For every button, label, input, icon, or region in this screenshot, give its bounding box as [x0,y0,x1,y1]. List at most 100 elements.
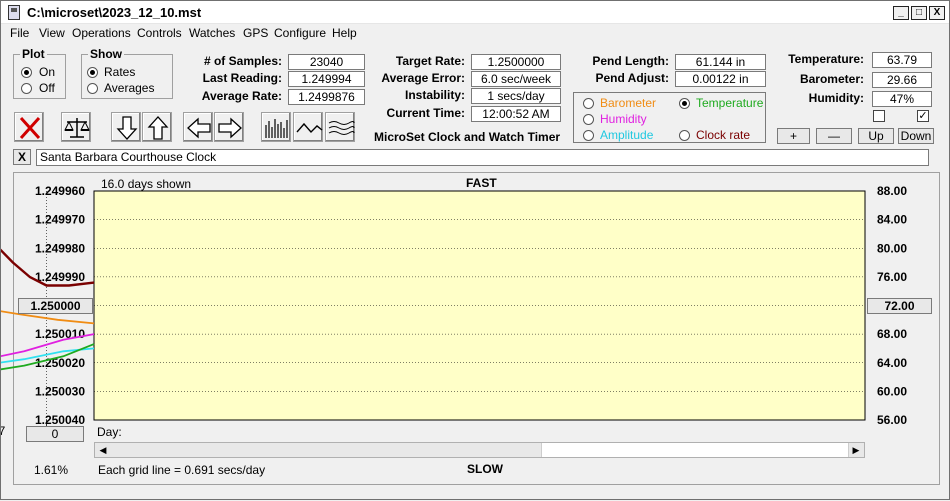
target-rate-label: Target Rate: [395,54,465,68]
scale-down-button[interactable]: Down [898,128,934,144]
left-tick-label: 1.249990 [35,270,85,284]
plot-off-radio[interactable] [21,83,32,94]
plot-on-radio[interactable] [21,67,32,78]
plot-group: Plot [13,47,66,99]
show-rates-label: Rates [104,65,136,79]
move-left-button[interactable] [183,112,213,142]
arrow-up-icon [147,116,169,140]
right-tick-label: 84.00 [877,213,907,227]
humidity-label: Humidity: [808,91,864,105]
barometer-option-label: Barometer [600,96,657,110]
target-rate-field[interactable]: 1.2500000 [471,54,561,70]
instability-field: 1 secs/day [471,88,561,104]
temperature-field: 63.79 [872,52,932,68]
average-rate-label: Average Rate: [201,89,282,103]
samples-label: # of Samples: [203,54,282,68]
scale-minus-button[interactable]: — [816,128,852,144]
clock-rate-option-label: Clock rate [696,128,751,142]
scroll-thumb[interactable] [541,443,849,457]
clear-data-button[interactable] [14,112,44,142]
scale-up-button[interactable]: Up [858,128,894,144]
instability-label: Instability: [404,88,465,102]
left-tick-label: 1.250010 [35,327,85,341]
clock-name-field[interactable]: Santa Barbara Courthouse Clock [36,149,929,166]
show-group-title: Show [88,47,124,61]
arrow-down-icon [116,116,138,140]
day-tick-label: 27 [1,424,6,438]
line-graph-icon [296,122,323,134]
barometer-radio[interactable] [583,98,594,109]
line-graph-button[interactable] [293,112,323,142]
move-right-button[interactable] [214,112,244,142]
right-tick-label: 80.00 [877,241,907,255]
menu-help[interactable]: Help [332,26,357,40]
average-error-field: 6.0 sec/week [471,71,561,87]
bar-graph-button[interactable] [261,112,291,142]
menu-gps[interactable]: GPS [243,26,269,40]
pend-length-field[interactable]: 61.144 in [675,54,766,70]
show-rates-radio[interactable] [87,67,98,78]
average-error-label: Average Error: [381,71,465,85]
scale-plus-button[interactable]: + [777,128,810,144]
app-name-label: MicroSet Clock and Watch Timer [374,130,561,144]
left-tick-label: 1.250040 [35,413,85,427]
plot-area [93,190,866,421]
window-title: C:\microset\2023_12_10.mst [27,5,202,20]
option-checkbox-1[interactable] [873,110,885,122]
grid-note-label: Each grid line = 0.691 secs/day [98,463,266,477]
calibrate-button[interactable] [61,112,91,142]
right-tick-label: 60.00 [877,384,907,398]
menu-configure[interactable]: Configure [274,26,327,40]
scroll-left-icon[interactable]: ◀ [99,445,107,455]
temperature-radio[interactable] [679,98,690,109]
chart-top-title: FAST [466,176,497,190]
plot-group-title: Plot [20,47,47,61]
barometer-label: Barometer: [799,72,864,86]
amplitude-option-label: Amplitude [600,128,654,142]
center-rate-button[interactable]: 1.250000 [18,298,93,314]
average-rate-field: 1.2499876 [288,89,365,105]
red-x-icon [19,116,41,140]
close-button[interactable]: X [929,6,945,20]
pend-adjust-label: Pend Adjust: [595,71,669,85]
menu-operations[interactable]: Operations [72,26,131,40]
temperature-option-label: Temperature [696,96,764,110]
menu-controls[interactable]: Controls [137,26,182,40]
maximize-button[interactable]: □ [911,6,927,20]
humidity-field: 47% [872,91,932,107]
right-tick-label: 64.00 [877,356,907,370]
move-up-button[interactable] [142,112,172,142]
chart-bottom-title: SLOW [467,462,503,476]
scroll-right-icon[interactable]: ▶ [852,445,860,455]
clear-name-button[interactable]: X [13,149,31,165]
left-tick-label: 1.249960 [35,184,85,198]
clock-rate-radio[interactable] [679,130,690,141]
time-scrollbar[interactable]: ◀ ▶ [94,442,865,458]
right-axis-select-group [573,92,766,143]
right-tick-label: 88.00 [877,184,907,198]
option-checkbox-2[interactable]: ✓ [917,110,929,122]
minimize-button[interactable]: _ [893,6,909,20]
plot-off-label: Off [39,81,55,95]
offset-button[interactable]: 0 [26,426,84,442]
right-tick-label: 56.00 [877,413,907,427]
menu-view[interactable]: View [39,26,65,40]
last-reading-field: 1.249994 [288,71,365,87]
current-time-field: 12:00:52 AM [471,106,561,122]
barometer-field: 29.66 [872,72,932,88]
humidity-radio[interactable] [583,114,594,125]
left-tick-label: 1.249970 [35,213,85,227]
amplitude-radio[interactable] [583,130,594,141]
menu-file[interactable]: File [10,26,30,40]
app-icon [8,5,20,20]
arrow-right-icon [218,117,242,139]
percent-label: 1.61% [34,463,69,477]
menu-watches[interactable]: Watches [189,26,236,40]
smooth-graph-button[interactable] [325,112,355,142]
move-down-button[interactable] [111,112,141,142]
right-tick-label: 68.00 [877,327,907,341]
show-averages-radio[interactable] [87,83,98,94]
center-temperature-button[interactable]: 72.00 [867,298,932,314]
